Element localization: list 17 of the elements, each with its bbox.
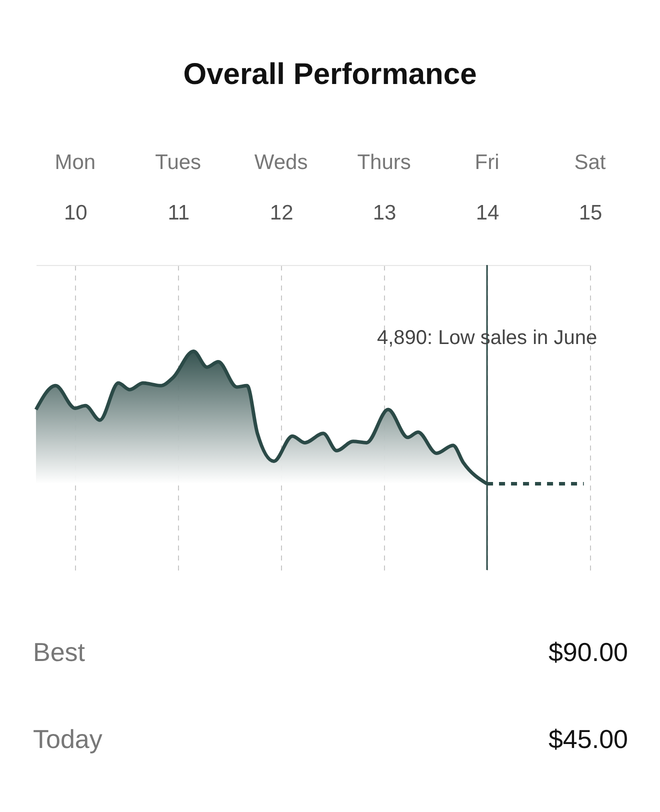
x-tick-label: 10: [64, 202, 88, 224]
text: Today: [33, 724, 102, 754]
chart-title: Overall Performance: [183, 58, 477, 91]
x-tick-label: 11: [168, 202, 190, 224]
text: Weds: [254, 151, 308, 174]
text: Fri: [474, 151, 500, 174]
text: Best: [33, 637, 86, 667]
text: $90.00: [548, 637, 628, 667]
text: Sat: [574, 151, 606, 174]
x-tick-label: 14: [476, 202, 500, 224]
text: $45.00: [548, 724, 628, 754]
text: Mon: [54, 151, 96, 174]
x-tick-label: 15: [578, 202, 602, 224]
x-tick-label: 12: [270, 202, 294, 224]
x-tick-label: 13: [372, 202, 396, 224]
text: Tues: [155, 151, 202, 174]
text: Thurs: [357, 151, 411, 174]
